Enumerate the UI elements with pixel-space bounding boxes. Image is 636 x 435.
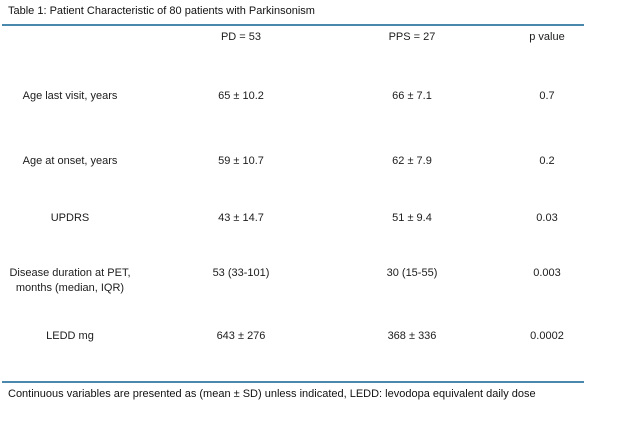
pd-value: 643 ± 276 [216,330,266,342]
row-label: Age at onset, years [22,155,118,167]
bottom-rule-divider [2,381,584,383]
header-pvalue-column: p value [529,31,565,43]
row-label: Age last visit, years [22,90,118,102]
header-pd-column: PD = 53 [220,31,262,43]
row-label: Disease duration at PET, months (median,… [9,267,131,294]
pd-value: 43 ± 14.7 [218,212,264,224]
table-row: LEDD mg 643 ± 276 368 ± 336 0.0002 [0,325,612,381]
table-row: Disease duration at PET, months (median,… [0,262,612,325]
pd-value: 65 ± 10.2 [218,90,264,102]
row-label: LEDD mg [46,330,94,342]
table-header-row: PD = 53 PPS = 27 p value [0,26,612,85]
pd-value: 59 ± 10.7 [218,155,264,167]
p-value: 0.7 [539,90,555,102]
p-value: 0.003 [533,267,561,279]
p-value: 0.0002 [530,330,564,342]
pps-value: 51 ± 9.4 [392,212,432,224]
table-row: Age at onset, years 59 ± 10.7 62 ± 7.9 0… [0,150,612,207]
header-empty-cell [0,26,140,30]
p-value: 0.2 [539,155,555,167]
top-rule-divider [2,24,584,26]
patient-characteristics-table: PD = 53 PPS = 27 p value Age last visit,… [0,26,612,381]
table-caption: Table 1: Patient Characteristic of 80 pa… [8,5,315,17]
row-label: UPDRS [50,212,90,224]
pps-value: 368 ± 336 [387,330,437,342]
table-row: UPDRS 43 ± 14.7 51 ± 9.4 0.03 [0,207,612,262]
table-row: Age last visit, years 65 ± 10.2 66 ± 7.1… [0,85,612,150]
pps-value: 30 (15-55) [386,267,438,279]
pps-value: 62 ± 7.9 [392,155,432,167]
p-value: 0.03 [536,212,558,224]
table-footnote: Continuous variables are presented as (m… [8,388,536,400]
pps-value: 66 ± 7.1 [392,90,432,102]
pd-value: 53 (33-101) [212,267,270,279]
header-pps-column: PPS = 27 [388,31,436,43]
